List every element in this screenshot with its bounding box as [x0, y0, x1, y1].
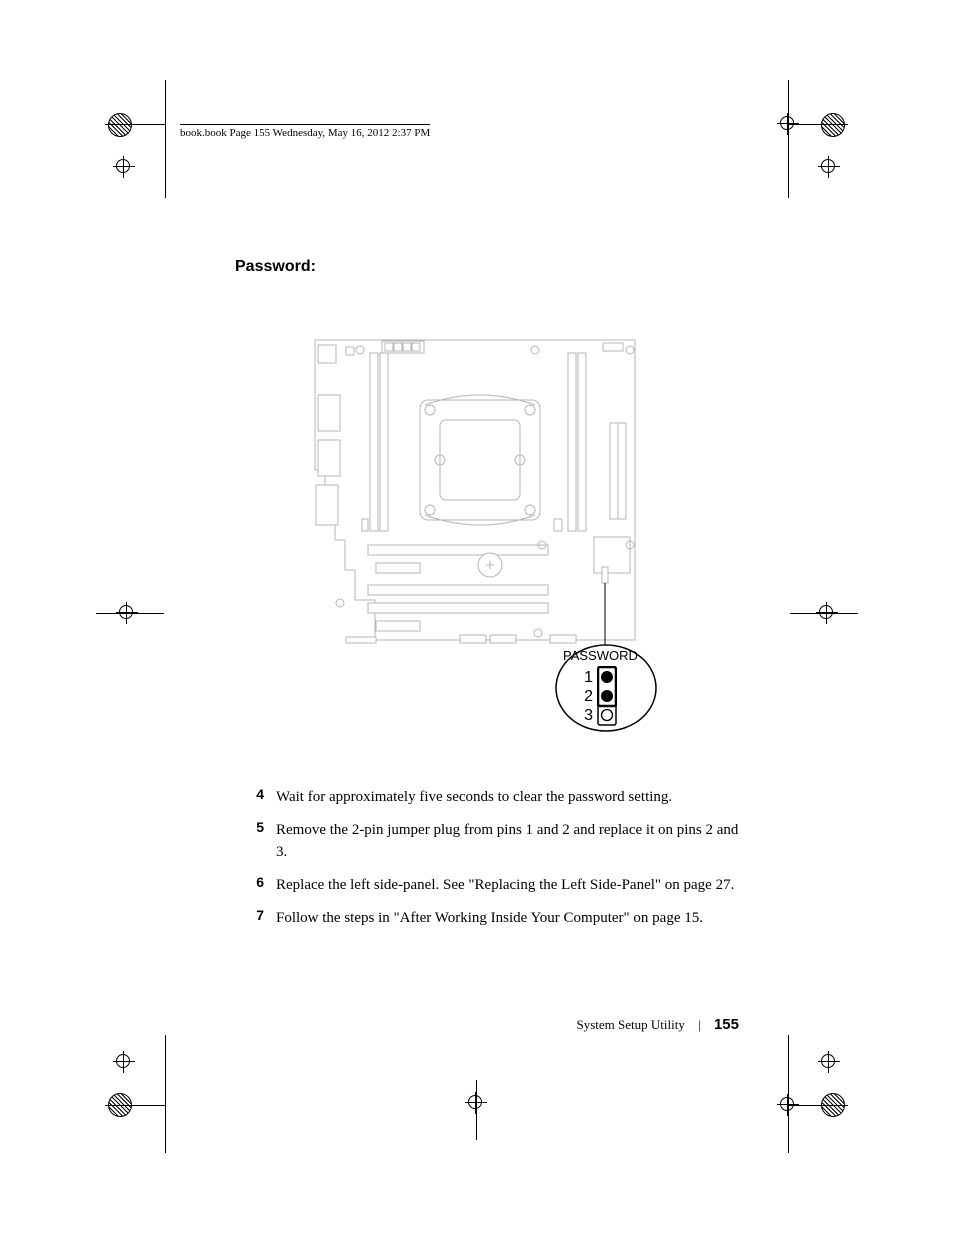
- step-item: 6 Replace the left side-panel. See "Repl…: [250, 874, 740, 896]
- hatched-circle-icon: [821, 113, 845, 137]
- hatched-circle-icon: [108, 113, 132, 137]
- footer-chapter: System Setup Utility: [577, 1017, 685, 1032]
- step-number: 5: [250, 819, 276, 863]
- page-footer: System Setup Utility | 155: [577, 1016, 739, 1033]
- pin-number-labels: 1 2 3: [581, 668, 593, 725]
- step-number: 6: [250, 874, 276, 896]
- step-text: Replace the left side-panel. See "Replac…: [276, 874, 734, 896]
- pin-label-2: 2: [581, 687, 593, 706]
- footer-separator-icon: |: [698, 1017, 701, 1032]
- password-jumper-callout: PASSWORD 1 2 3: [553, 642, 659, 734]
- step-item: 5 Remove the 2-pin jumper plug from pins…: [250, 819, 740, 863]
- callout-label: PASSWORD: [563, 648, 638, 663]
- page-header: book.book Page 155 Wednesday, May 16, 20…: [180, 124, 430, 139]
- pin-label-1: 1: [581, 668, 593, 687]
- motherboard-svg: [310, 335, 640, 650]
- step-number: 4: [250, 786, 276, 808]
- step-text: Follow the steps in "After Working Insid…: [276, 907, 703, 929]
- step-text: Remove the 2-pin jumper plug from pins 1…: [276, 819, 740, 863]
- step-item: 7 Follow the steps in "After Working Ins…: [250, 907, 740, 929]
- step-number: 7: [250, 907, 276, 929]
- jumper-diagram: [597, 666, 617, 726]
- step-text: Wait for approximately five seconds to c…: [276, 786, 672, 808]
- instruction-steps: 4 Wait for approximately five seconds to…: [250, 786, 740, 940]
- section-heading: Password:: [235, 258, 745, 276]
- pin-label-3: 3: [581, 706, 593, 725]
- footer-page-number: 155: [714, 1016, 739, 1033]
- step-item: 4 Wait for approximately five seconds to…: [250, 786, 740, 808]
